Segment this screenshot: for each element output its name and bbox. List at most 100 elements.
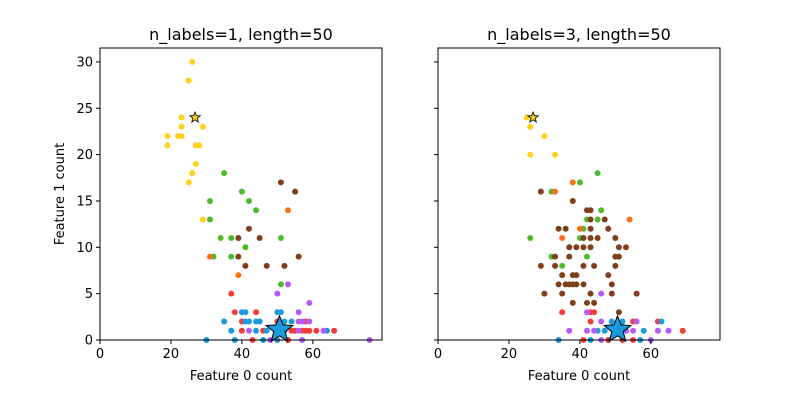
data-point-green xyxy=(242,244,249,251)
data-point-brown xyxy=(537,262,544,269)
data-point-red xyxy=(587,318,594,325)
data-point-brown xyxy=(235,253,242,260)
data-point-purple xyxy=(295,327,302,334)
data-point-brown xyxy=(601,216,608,223)
data-point-green xyxy=(598,207,605,214)
x-tick-label: 0 xyxy=(96,347,104,362)
right-points xyxy=(523,114,686,343)
data-point-blue xyxy=(640,327,647,334)
data-point-red xyxy=(228,290,235,297)
data-point-purple xyxy=(665,327,672,334)
right-subplot: n_labels=3, length=50 Feature 0 count 0 2… xyxy=(434,25,721,384)
data-point-orange xyxy=(552,188,559,195)
x-tick-label: 60 xyxy=(305,347,322,362)
y-tick-label: 15 xyxy=(76,194,93,209)
data-point-brown xyxy=(612,235,619,242)
data-point-orange xyxy=(569,179,576,186)
y-tick-label: 0 xyxy=(85,334,93,349)
data-point-brown xyxy=(580,262,587,269)
data-point-orange xyxy=(576,225,583,232)
data-point-blue xyxy=(242,309,249,316)
data-point-brown xyxy=(242,262,249,269)
data-point-purple xyxy=(583,327,590,334)
data-point-purple xyxy=(274,290,281,297)
data-point-green xyxy=(206,197,213,204)
data-point-yellow xyxy=(199,123,206,130)
x-tick-label: 60 xyxy=(643,347,660,362)
data-point-brown xyxy=(587,207,594,214)
data-point-yellow xyxy=(189,58,196,65)
data-point-red xyxy=(313,327,320,334)
data-point-brown xyxy=(580,235,587,242)
left-axes-frame xyxy=(99,47,383,341)
data-point-brown xyxy=(580,281,587,288)
data-point-brown xyxy=(615,244,622,251)
data-point-yellow xyxy=(178,123,185,130)
data-point-brown xyxy=(591,262,598,269)
data-point-green xyxy=(594,216,601,223)
data-point-brown xyxy=(555,225,562,232)
data-point-green xyxy=(583,253,590,260)
data-point-brown xyxy=(245,225,252,232)
y-tick-label: 20 xyxy=(76,148,93,163)
data-point-red xyxy=(306,327,313,334)
data-point-brown xyxy=(608,290,615,297)
data-point-green xyxy=(206,216,213,223)
x-tick-label: 40 xyxy=(572,347,589,362)
data-point-brown xyxy=(552,262,559,269)
data-point-brown xyxy=(235,235,242,242)
data-point-brown xyxy=(552,253,559,260)
data-point-brown xyxy=(587,225,594,232)
data-point-green xyxy=(559,262,566,269)
data-point-purple xyxy=(285,281,291,288)
small-star-marker xyxy=(188,110,202,123)
data-point-brown xyxy=(623,244,629,251)
data-point-red xyxy=(591,309,598,316)
data-point-brown xyxy=(555,281,562,288)
right-xlabel: Feature 0 count xyxy=(528,369,630,384)
data-point-orange xyxy=(235,272,242,279)
y-tick-label: 30 xyxy=(76,55,93,70)
data-point-yellow xyxy=(527,123,534,130)
data-point-blue xyxy=(277,309,284,316)
data-point-blue xyxy=(253,327,260,334)
data-point-green xyxy=(228,235,235,242)
data-point-yellow xyxy=(164,142,171,149)
data-point-yellow xyxy=(185,179,192,186)
data-point-orange xyxy=(626,216,633,223)
data-point-green xyxy=(527,235,534,242)
data-point-orange xyxy=(559,235,566,242)
big-star-marker xyxy=(602,314,633,343)
left-ylabel: Feature 1 count xyxy=(53,143,68,245)
data-point-brown xyxy=(580,244,587,251)
data-point-blue xyxy=(263,327,270,334)
data-point-brown xyxy=(573,272,580,279)
data-point-brown xyxy=(615,309,622,316)
data-point-yellow xyxy=(178,114,185,121)
right-axes-frame xyxy=(437,47,721,341)
data-point-brown xyxy=(263,262,270,269)
left-points xyxy=(164,58,373,343)
data-point-green xyxy=(238,188,245,195)
data-point-orange xyxy=(285,207,291,214)
data-point-brown xyxy=(633,290,640,297)
data-point-brown xyxy=(562,225,569,232)
left-xlabel: Feature 0 count xyxy=(190,369,292,384)
data-point-blue xyxy=(281,318,288,325)
small-star-marker xyxy=(526,110,540,123)
data-point-brown xyxy=(573,281,580,288)
data-point-brown xyxy=(569,197,576,204)
data-point-red xyxy=(559,309,566,316)
data-point-red xyxy=(331,327,338,334)
data-point-blue xyxy=(245,318,252,325)
data-point-purple xyxy=(566,327,573,334)
data-point-red xyxy=(238,327,245,334)
data-point-green xyxy=(594,170,601,177)
data-point-purple xyxy=(306,299,313,306)
data-point-brown xyxy=(566,253,573,260)
data-point-purple xyxy=(591,327,598,334)
data-point-purple xyxy=(245,327,252,334)
x-tick-label: 0 xyxy=(434,347,442,362)
data-point-green xyxy=(221,170,228,177)
data-point-brown xyxy=(615,253,622,260)
